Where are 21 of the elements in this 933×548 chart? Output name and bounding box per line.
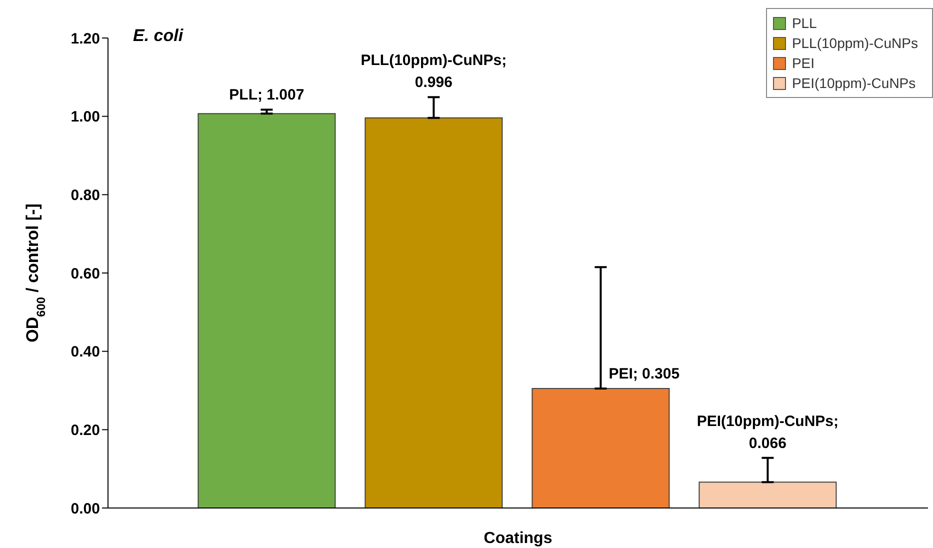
legend-label: PLL(10ppm)-CuNPs [792,34,918,53]
y-tick-label: 0.00 [70,500,100,518]
bar [698,482,837,508]
legend-label: PEI [792,54,815,73]
y-tick-label: 0.20 [70,422,100,439]
legend-label: PEI(10ppm)-CuNPs [792,74,916,93]
bar [364,117,503,508]
chart-title: E. coli [133,26,184,46]
y-tick-label: 1.20 [70,30,100,48]
bar [532,388,670,508]
y-tick-label: 1.00 [70,108,100,126]
x-axis-title: Coatings [484,530,552,547]
legend-label: PLL [792,14,817,33]
y-tick-label: 0.80 [70,186,100,204]
data-label: PLL; 1.007 [229,86,304,104]
bar [198,113,336,508]
y-tick-label: 0.60 [70,265,100,282]
data-label: PEI; 0.305 [608,366,680,383]
data-label: PEI(10ppm)-CuNPs; 0.066 [696,412,839,452]
data-label: PLL(10ppm)-CuNPs; 0.996 [360,52,507,92]
y-tick-label: 0.40 [70,344,100,361]
